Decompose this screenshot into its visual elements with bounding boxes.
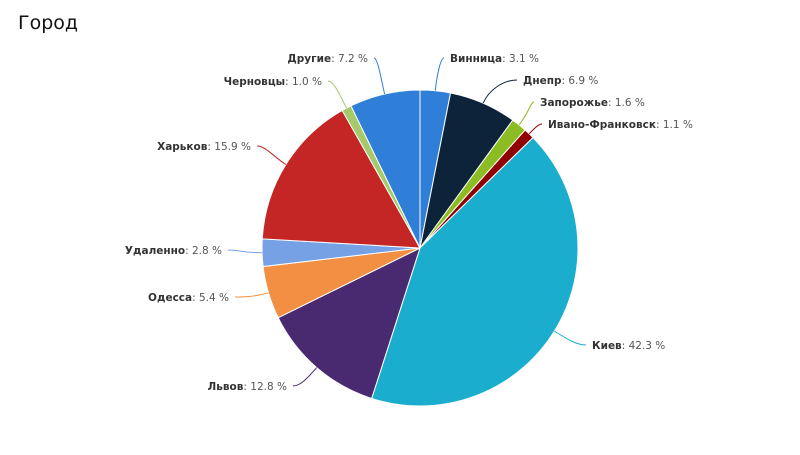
- connector-line-львов: [292, 367, 318, 387]
- data-label-другие: Другие: 7.2 %: [287, 53, 368, 65]
- connector-line-днепр: [482, 79, 518, 104]
- data-label-днепр: Днепр: 6.9 %: [523, 75, 598, 87]
- data-label-удаленно: Удаленно: 2.8 %: [125, 245, 222, 257]
- connector-line-черновцы: [327, 80, 348, 109]
- pie-slice-киев[interactable]: [371, 136, 579, 407]
- connector-line-одесса: [234, 292, 269, 298]
- connector-line-харьков: [256, 145, 287, 165]
- connector-line-ивано-франковск: [528, 123, 543, 135]
- data-label-запорожье: Запорожье: 1.6 %: [540, 97, 645, 109]
- connector-line-удаленно: [227, 249, 263, 254]
- connector-line-запорожье: [518, 101, 535, 126]
- pie-slice-другие[interactable]: [350, 89, 421, 249]
- connector-line-другие: [373, 57, 386, 95]
- data-label-львов: Львов: 12.8 %: [208, 381, 287, 393]
- data-label-ивано-франковск: Ивано-Франковск: 1.1 %: [548, 119, 693, 131]
- connector-line-киев: [554, 330, 587, 346]
- data-label-киев: Киев: 42.3 %: [592, 340, 665, 352]
- data-label-черновцы: Черновцы: 1.0 %: [224, 76, 322, 88]
- connector-line-винница: [434, 57, 445, 91]
- chart-title: Город: [18, 12, 79, 34]
- data-label-харьков: Харьков: 15.9 %: [157, 141, 251, 153]
- pie-slice-львов[interactable]: [277, 247, 421, 400]
- data-label-одесса: Одесса: 5.4 %: [148, 292, 229, 304]
- data-label-винница: Винница: 3.1 %: [450, 53, 539, 65]
